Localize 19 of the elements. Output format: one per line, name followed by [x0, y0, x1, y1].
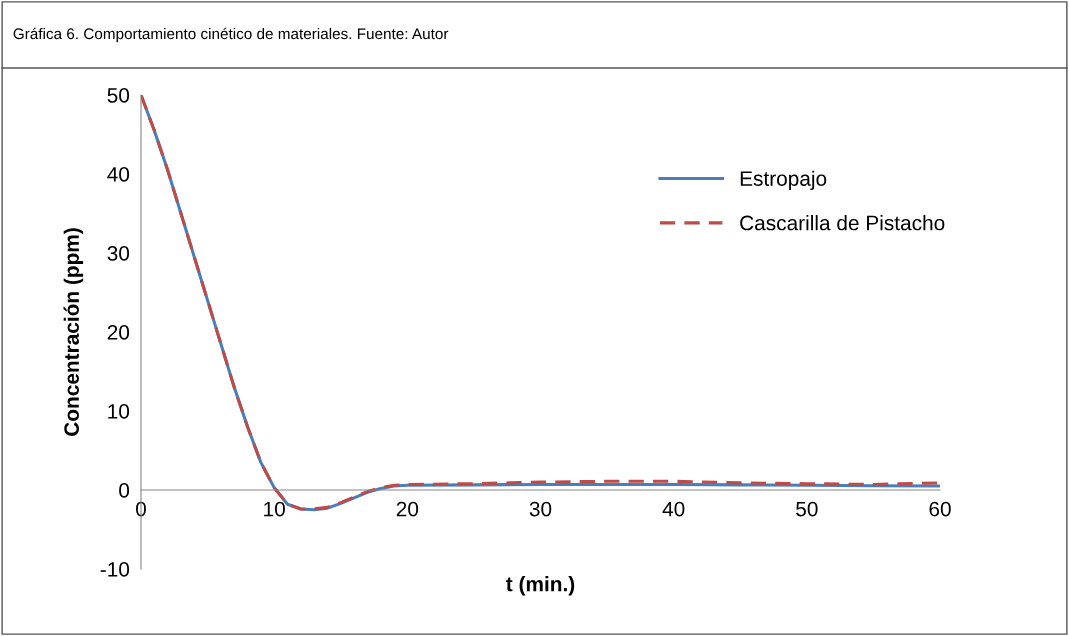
y-tick-label: 0: [119, 483, 130, 498]
legend-label: Estropajo: [740, 170, 827, 191]
y-tick-label: 50: [107, 88, 130, 103]
y-tick-label: -10: [100, 562, 130, 577]
x-tick-label: 60: [929, 501, 951, 517]
y-tick-label: 30: [107, 246, 130, 261]
x-tick-label: 10: [264, 501, 285, 517]
chart-title: Gráfica 6. Comportamiento cinético de materiales. Fuente: Autor: [13, 27, 449, 43]
x-tick-label: 0: [136, 501, 146, 517]
x-tick-label: 20: [396, 501, 419, 517]
y-axis-title: Concentración (ppm): [63, 228, 84, 436]
x-tick-label: 30: [529, 501, 552, 517]
x-tick-label: 40: [662, 501, 685, 517]
y-tick-label: 40: [107, 167, 130, 182]
y-tick-label: 10: [108, 404, 130, 419]
x-axis-title: t (min.): [506, 576, 575, 596]
legend-label: Cascarilla de Pistacho: [740, 215, 945, 231]
y-tick-label: 20: [107, 325, 130, 340]
x-tick-label: 50: [796, 501, 818, 517]
